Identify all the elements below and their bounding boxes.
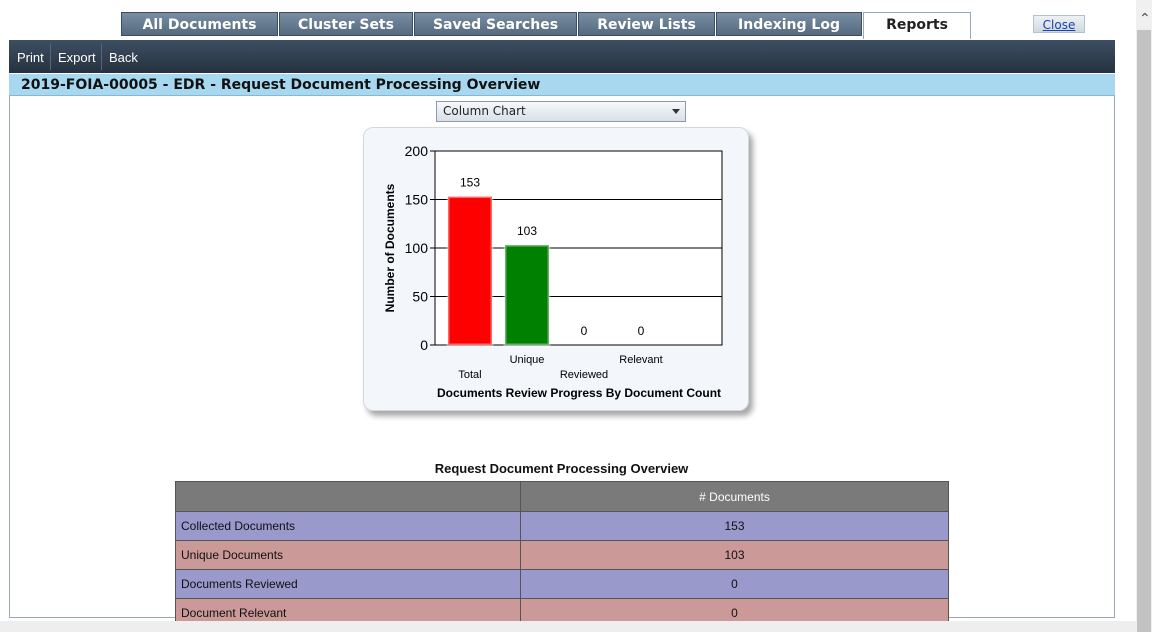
horizontal-scrollbar[interactable] xyxy=(0,621,1136,632)
table-row: Collected Documents 153 xyxy=(175,511,949,541)
chevron-down-icon xyxy=(672,109,680,114)
back-button[interactable]: Back xyxy=(109,50,138,65)
row-label: Collected Documents xyxy=(175,511,521,541)
tab-reports[interactable]: Reports xyxy=(863,12,971,39)
chart-type-select[interactable]: Column Chart xyxy=(436,101,686,122)
bar-unique xyxy=(503,243,551,347)
table-header-row: # Documents xyxy=(175,481,949,512)
y-axis-label: Number of Documents xyxy=(383,183,397,312)
row-value: 103 xyxy=(520,540,949,570)
data-label: 153 xyxy=(460,176,480,190)
export-button[interactable]: Export xyxy=(58,50,96,65)
y-tick-label: 150 xyxy=(405,192,429,208)
plot-border xyxy=(434,150,723,346)
chart-type-selected-value: Column Chart xyxy=(443,104,526,118)
data-label: 0 xyxy=(638,324,645,338)
chevron-up-icon[interactable]: ⌃ xyxy=(1139,11,1151,27)
print-button[interactable]: Print xyxy=(17,50,44,65)
row-value: 153 xyxy=(520,511,949,541)
y-tick-label: 0 xyxy=(420,337,428,353)
tab-review-lists[interactable]: Review Lists xyxy=(578,12,715,36)
table-row: Documents Reviewed 0 xyxy=(175,569,949,599)
row-value: 0 xyxy=(520,569,949,599)
x-tick-label: Reviewed xyxy=(560,369,608,381)
table-row: Unique Documents 103 xyxy=(175,540,949,570)
table-header-documents: # Documents xyxy=(520,481,949,512)
x-axis-label: Documents Review Progress By Document Co… xyxy=(437,386,721,400)
y-tick-label: 50 xyxy=(412,289,428,305)
data-label: 103 xyxy=(517,224,537,238)
overview-table: # Documents Collected Documents 153 Uniq… xyxy=(175,481,949,628)
close-link[interactable]: Close xyxy=(1033,15,1085,33)
scrollbar-thumb[interactable] xyxy=(1137,30,1151,632)
table-title: Request Document Processing Overview xyxy=(434,461,689,476)
toolbar-divider xyxy=(50,44,51,70)
toolbar: Print Export Back xyxy=(9,40,1115,73)
table-header-blank xyxy=(175,481,521,512)
tab-saved-searches[interactable]: Saved Searches xyxy=(414,12,577,36)
x-tick-label: Total xyxy=(458,369,481,381)
x-tick-label: Relevant xyxy=(619,354,662,366)
vertical-scrollbar[interactable]: ⌃ xyxy=(1136,0,1152,632)
tab-cluster-sets[interactable]: Cluster Sets xyxy=(279,12,413,36)
y-tick-label: 100 xyxy=(405,240,429,256)
row-label: Documents Reviewed xyxy=(175,569,521,599)
y-tick-label: 200 xyxy=(405,143,429,159)
data-label: 0 xyxy=(581,324,588,338)
toolbar-divider xyxy=(101,44,102,70)
bar-total xyxy=(446,195,494,347)
tab-all-documents[interactable]: All Documents xyxy=(121,12,278,36)
x-tick-label: Unique xyxy=(510,354,545,366)
tab-indexing-log[interactable]: Indexing Log xyxy=(716,12,862,36)
page-title: 2019-FOIA-00005 - EDR - Request Document… xyxy=(9,74,1115,96)
row-label: Unique Documents xyxy=(175,540,521,570)
column-chart: 0 50 100 150 200 153 Total 103 Unique 0 Reviewed 0 R… xyxy=(383,143,723,400)
